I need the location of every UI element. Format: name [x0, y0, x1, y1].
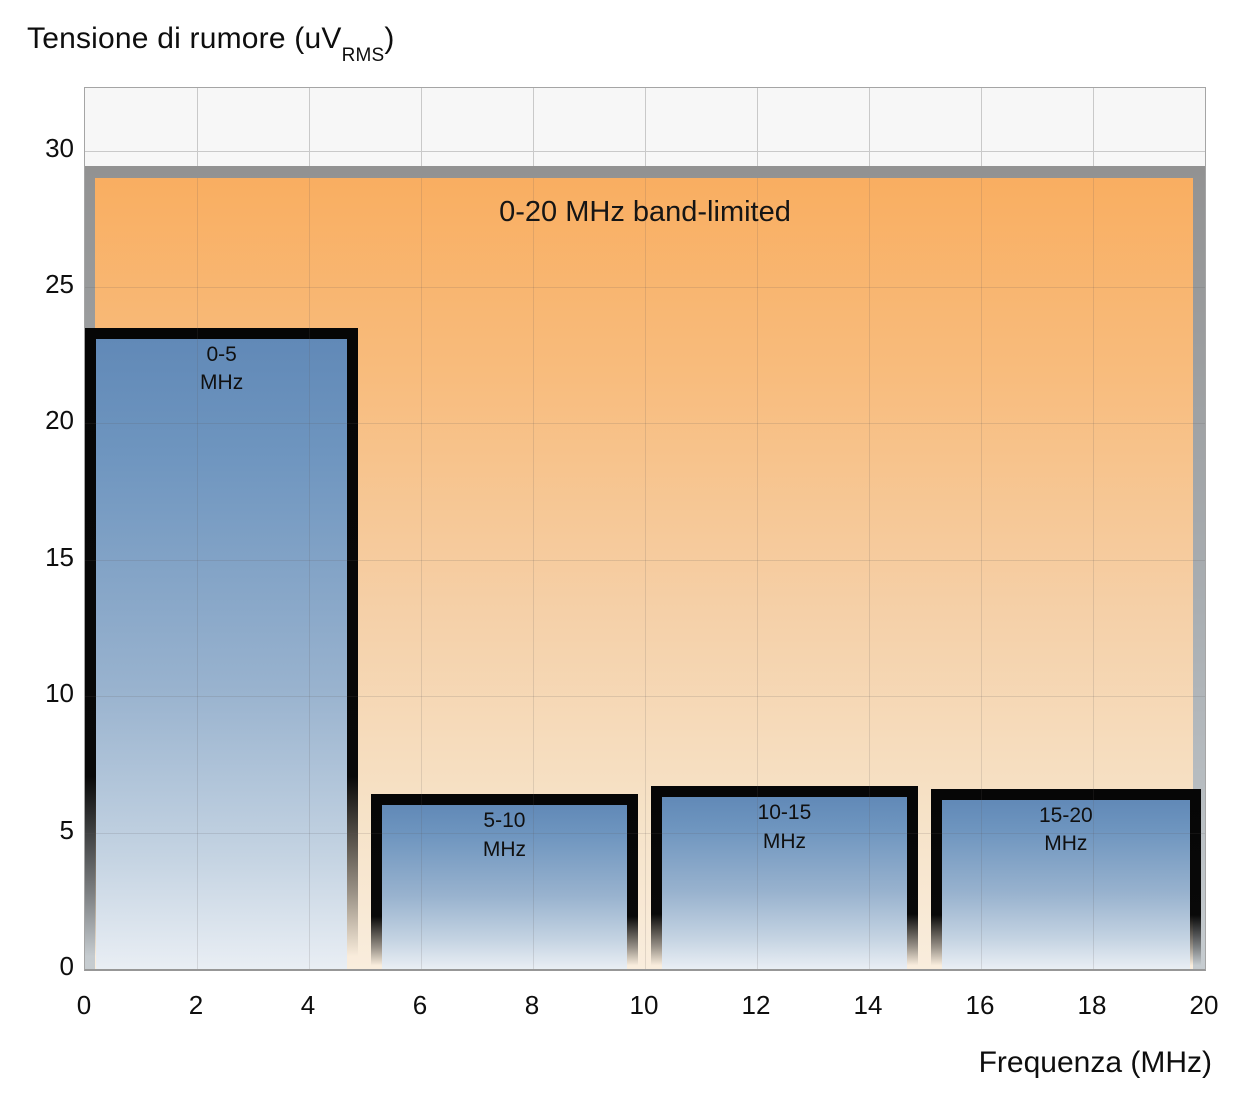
x-tick-label: 6	[412, 990, 428, 1020]
x-tick-label: 16	[965, 990, 995, 1020]
plot-area: 0-20 MHz band-limited 0-5 MHz 5-10 MHz 10-1…	[84, 87, 1206, 971]
x-tick-label: 2	[188, 990, 204, 1020]
x-tick-label: 12	[741, 990, 771, 1020]
y-tick-label: 0	[59, 951, 74, 981]
y-tick-label: 10	[45, 678, 74, 709]
noise-bar-5-10mhz: 5-10 MHz	[370, 794, 639, 969]
x-tick-label: 0	[76, 990, 92, 1020]
x-axis-title: Frequenza (MHz)	[978, 1046, 1212, 1079]
bar-label: 15-20 MHz	[1038, 803, 1093, 856]
bar-label: 0-5 MHz	[200, 343, 244, 395]
y-tick-label: 15	[45, 541, 74, 572]
bar-fill	[381, 805, 628, 969]
y-tick-label: 20	[45, 405, 74, 436]
x-tick-label: 4	[300, 990, 316, 1020]
band-limited-label: 0-20 MHz band-limited	[499, 196, 791, 228]
gridline-horizontal	[85, 150, 1205, 152]
noise-bar-10-15mhz: 10-15 MHz	[650, 786, 919, 969]
bar-label: 10-15 MHz	[757, 801, 812, 853]
x-tick-label: 20	[1189, 990, 1219, 1020]
x-tick-label: 18	[1077, 990, 1107, 1020]
x-tick-label: 8	[524, 990, 540, 1020]
noise-bar-15-20mhz: 15-20 MHz	[930, 788, 1202, 969]
chart-title-subscript: RMS	[341, 45, 385, 66]
y-tick-label: 25	[45, 269, 74, 300]
chart-title-close: )	[384, 22, 395, 55]
y-tick-label: 5	[59, 814, 74, 845]
x-tick-label: 10	[629, 990, 659, 1020]
bar-fill	[96, 339, 348, 969]
chart-title: Tensione di rumore (uVRMS)	[27, 22, 395, 65]
bar-label: 5-10 MHz	[482, 809, 527, 861]
bar-fill	[661, 797, 908, 969]
y-tick-label: 30	[45, 132, 74, 163]
noise-bar-0-5mhz: 0-5 MHz	[85, 328, 359, 969]
bar-fill	[941, 799, 1191, 969]
x-tick-label: 14	[853, 990, 883, 1020]
chart-title-main: Tensione di rumore (uV	[27, 22, 342, 55]
